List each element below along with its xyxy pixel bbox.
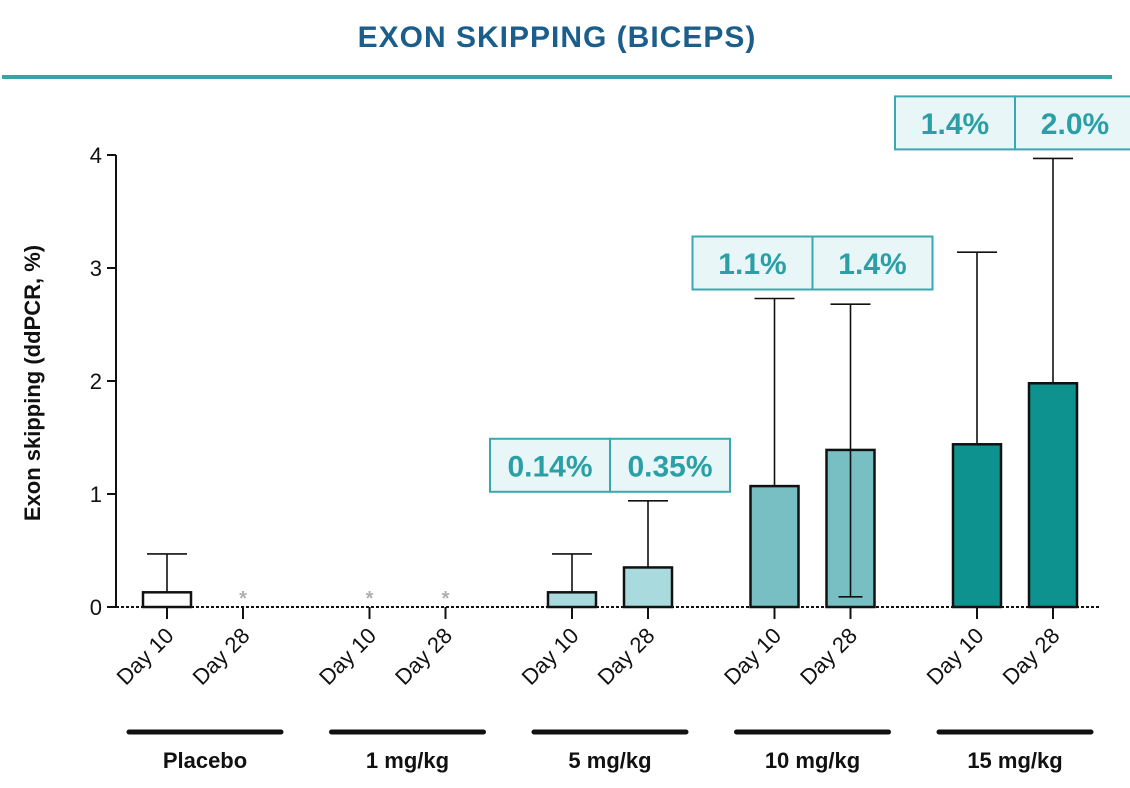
x-tick-label: Day 10: [112, 623, 179, 690]
x-tick-label: Day 28: [593, 623, 660, 690]
y-tick-label: 1: [90, 482, 102, 507]
bars-layer: * * *: [141, 157, 1079, 619]
x-tick-label: Day 10: [314, 623, 381, 690]
callout-value: 0.14%: [507, 450, 592, 483]
callout-box: [609, 437, 731, 493]
x-tick-label: Day 28: [795, 623, 862, 690]
callout-value: 1.4%: [921, 108, 989, 141]
callout-value: 2.0%: [1041, 108, 1109, 141]
group-label: 1 mg/kg: [366, 748, 449, 773]
group-label: 5 mg/kg: [568, 748, 651, 773]
bar-15-mg-kg-day-28: [1027, 382, 1079, 609]
callout-value: 1.1%: [718, 248, 786, 281]
x-tick-label: Day 28: [998, 623, 1065, 690]
not-measured-marker: *: [366, 588, 374, 610]
x-tick-label: Day 28: [188, 623, 255, 690]
y-tick-label: 4: [90, 143, 102, 168]
callout-box: [1014, 95, 1130, 151]
y-tick-label: 3: [90, 256, 102, 281]
callout-value: 1.4%: [838, 248, 906, 281]
group-labels: Placebo 1 mg/kg 5 mg/kg 10 mg/kg 15 mg/kg: [126, 729, 1094, 773]
value-callouts: 0.14% 0.35% 1.1% 1.4% 1.4% 2.0%: [489, 95, 1130, 493]
not-measured-marker: *: [239, 588, 247, 610]
y-tick-label: 2: [90, 369, 102, 394]
group-label: 15 mg/kg: [967, 748, 1062, 773]
x-tick-labels: Day 10 Day 28 Day 10 Day 28 Day 10 Day 28 Day …: [112, 623, 1065, 690]
group-label: 10 mg/kg: [765, 748, 860, 773]
not-measured-marker: *: [442, 588, 450, 610]
bar-5-mg-kg-day-28: [622, 566, 674, 609]
x-tick-label: Day 10: [922, 623, 989, 690]
callout-box: [894, 95, 1016, 151]
bar-placebo-day-10: [141, 591, 193, 609]
bar-10-mg-kg-day-10: [749, 484, 800, 609]
y-axis-label: Exon skipping (ddPCR, %): [20, 245, 45, 521]
x-tick-label: Day 10: [719, 623, 786, 690]
callout-box: [489, 437, 611, 493]
bar-5-mg-kg-day-10: [546, 591, 598, 609]
x-tick-label: Day 28: [390, 623, 457, 690]
axes: 0 1 2 3 4: [90, 143, 1100, 620]
bar-15-mg-kg-day-10: [951, 443, 1003, 609]
group-label: Placebo: [163, 748, 247, 773]
chart-title: EXON SKIPPING (BICEPS): [358, 21, 757, 54]
callout-value: 0.35%: [627, 450, 712, 483]
callout-box: [811, 235, 934, 291]
x-tick-label: Day 10: [517, 623, 584, 690]
y-tick-label: 0: [90, 595, 102, 620]
